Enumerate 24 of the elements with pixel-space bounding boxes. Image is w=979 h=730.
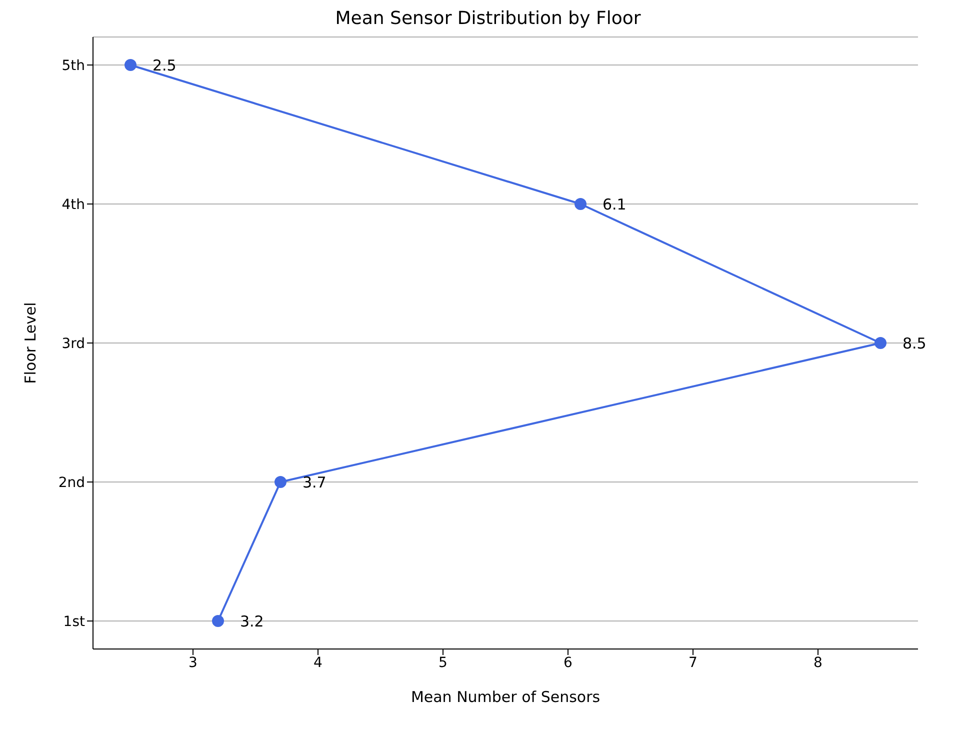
- chart-title: Mean Sensor Distribution by Floor: [334, 8, 642, 29]
- x-tick-label: 4: [314, 654, 323, 671]
- point: [574, 198, 586, 210]
- x-tick-label: 6: [564, 654, 573, 671]
- data-label: 8.5: [902, 334, 926, 352]
- data-label: 6.1: [602, 195, 626, 214]
- data-label: 3.2: [240, 612, 264, 630]
- x-tick-label: 5: [438, 654, 448, 671]
- y-axis-title: Floor Level: [21, 302, 40, 384]
- x-tick-label: 3: [188, 654, 198, 671]
- x-tick-label: 8: [814, 654, 822, 671]
- y-tick-label: 4th: [62, 196, 85, 213]
- y-tick-label: 2nd: [58, 474, 85, 491]
- point: [274, 476, 286, 488]
- x-tick-label: 7: [688, 654, 698, 671]
- y-tick-label: 5th: [62, 58, 85, 74]
- data-label: 3.7: [302, 473, 326, 492]
- y-tick-label: 1st: [63, 614, 86, 630]
- y-tick-label: 3rd: [62, 336, 85, 352]
- data-label: 2.5: [152, 56, 176, 74]
- point: [874, 337, 886, 349]
- x-axis-title: Mean Number of Sensors: [410, 688, 600, 706]
- point: [124, 59, 136, 71]
- point: [212, 615, 224, 627]
